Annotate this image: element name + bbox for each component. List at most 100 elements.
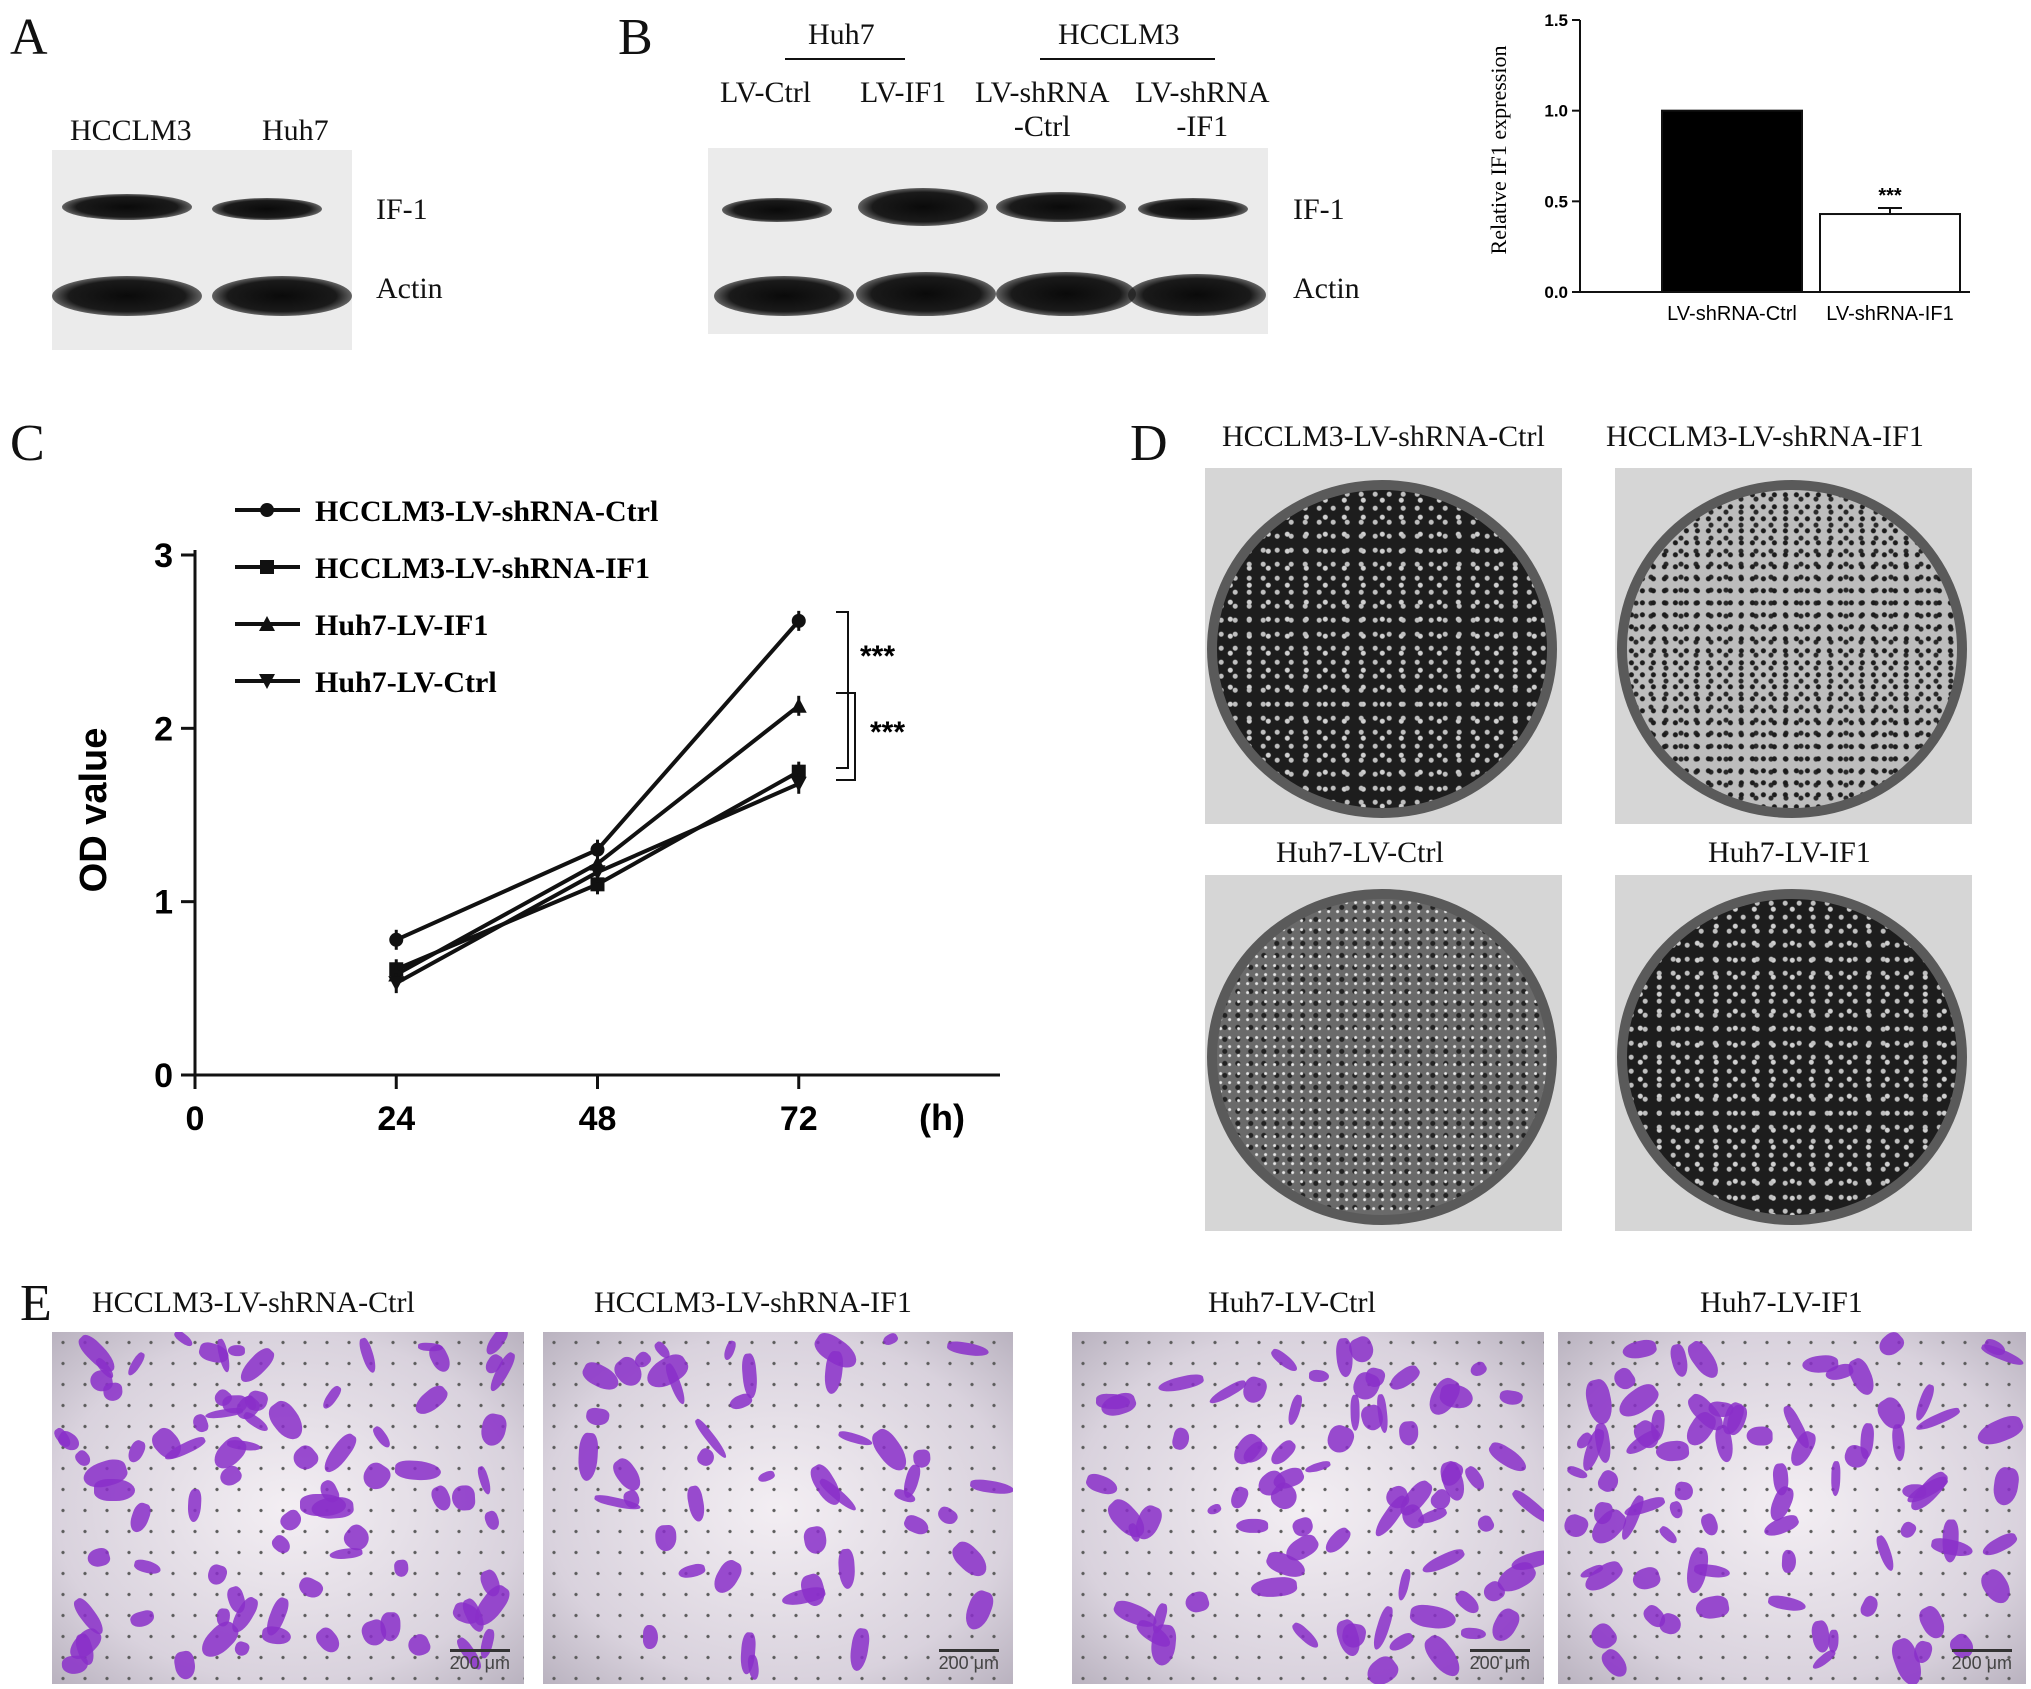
panel-a-row-label: Actin	[376, 272, 443, 305]
bar-chart-ytick-label: 1.0	[1544, 102, 1568, 121]
stained-cell	[1657, 1523, 1680, 1546]
stained-cell	[1249, 1575, 1298, 1600]
stained-cell	[1844, 1355, 1879, 1398]
scale-bar: 200 μm	[938, 1649, 1000, 1673]
stained-cell	[837, 1429, 874, 1448]
stained-cell	[1267, 1436, 1299, 1469]
panel-d-dish-label: Huh7-LV-IF1	[1708, 836, 1871, 869]
blot-band	[212, 198, 322, 220]
panel-b-western-blot	[708, 148, 1268, 334]
stained-cell	[126, 1500, 153, 1535]
colony-dish-image	[1615, 468, 1972, 824]
stained-cell	[1395, 1568, 1412, 1602]
data-point	[590, 842, 605, 857]
stained-cell	[410, 1381, 451, 1420]
stained-cell	[935, 1504, 960, 1529]
significance-bracket	[836, 611, 849, 769]
stained-cell	[404, 1631, 433, 1660]
stained-cell	[1891, 1424, 1907, 1463]
stained-cell	[228, 1345, 246, 1357]
panel-c-letter: C	[10, 415, 45, 472]
panel-d-letter: D	[1130, 415, 1168, 472]
significance-bracket	[836, 692, 856, 781]
stained-cell	[1698, 1511, 1721, 1538]
stained-cell	[1408, 1602, 1458, 1631]
stained-cell	[1228, 1484, 1251, 1511]
panel-b-lane-label: LV-shRNA -Ctrl	[975, 76, 1110, 143]
stained-cell	[1668, 1499, 1685, 1520]
group-underline	[785, 58, 905, 60]
stained-cell	[1693, 1593, 1731, 1622]
stained-cell	[125, 1350, 147, 1378]
panel-d-dish-label: Huh7-LV-Ctrl	[1276, 836, 1444, 869]
panel-b-bar-chart: Relative IF1 expression 0.0 0.5 1.0 1.5 LV-…	[1486, 11, 1970, 325]
stained-cell	[1598, 1645, 1632, 1681]
legend-label: HCCLM3-LV-shRNA-IF1	[315, 552, 650, 585]
transwell-micrograph: 200 μm	[1558, 1332, 2026, 1684]
stained-cell	[1269, 1346, 1301, 1374]
stained-cell	[1830, 1461, 1841, 1497]
line-chart-ytick-label: 0	[154, 1057, 173, 1095]
stained-cell	[476, 1465, 493, 1496]
significance-label: ***	[860, 640, 895, 673]
bar-chart-ytick-label: 0.5	[1544, 192, 1568, 211]
stained-cell	[428, 1483, 454, 1514]
data-point	[389, 932, 404, 947]
stained-cell	[1990, 1465, 2021, 1507]
legend-label: Huh7-LV-Ctrl	[315, 666, 497, 699]
stained-cell	[1630, 1564, 1663, 1594]
stained-cell	[1362, 1651, 1402, 1684]
panel-a-lane-label: HCCLM3	[70, 114, 192, 147]
stained-cell	[1582, 1377, 1616, 1427]
bar-chart-ytick-label: 0.0	[1544, 283, 1568, 302]
stained-cell	[358, 1459, 394, 1496]
stained-cell	[1916, 1602, 1950, 1642]
stained-cell	[357, 1336, 379, 1374]
bar-chart-ytick-label: 1.5	[1544, 11, 1568, 30]
panel-e-image-label: HCCLM3-LV-shRNA-Ctrl	[92, 1286, 415, 1319]
stained-cell	[676, 1561, 707, 1581]
stained-cell	[1561, 1511, 1591, 1541]
panel-b-row-label: Actin	[1293, 272, 1360, 305]
stained-cell	[1386, 1361, 1423, 1395]
colony-dish-image	[1205, 468, 1562, 824]
stained-cell	[320, 1384, 344, 1412]
culture-dish	[1617, 480, 1967, 818]
stained-cell	[1386, 1630, 1416, 1655]
stained-cell	[1285, 1393, 1304, 1427]
blot-band	[722, 198, 832, 222]
stained-cell	[269, 1532, 294, 1557]
blot-band	[856, 272, 996, 316]
group-underline	[1040, 58, 1215, 60]
stained-cell	[86, 1546, 112, 1570]
stained-cell	[961, 1587, 997, 1634]
data-point	[791, 613, 806, 628]
stained-cell	[479, 1411, 509, 1448]
panel-a-lane-label: Huh7	[262, 114, 329, 147]
panel-a-letter: A	[10, 9, 48, 66]
stained-cell	[1487, 1605, 1523, 1646]
stained-cell	[186, 1488, 202, 1523]
legend-label: HCCLM3-LV-shRNA-Ctrl	[315, 495, 658, 528]
stained-cell	[1786, 1428, 1820, 1470]
panel-b-group-label: HCCLM3	[1058, 18, 1180, 51]
stained-cell	[901, 1463, 923, 1500]
blot-band	[996, 272, 1136, 316]
stained-cell	[685, 1484, 707, 1523]
stained-cell	[242, 1410, 271, 1435]
stained-cell	[277, 1507, 306, 1535]
panel-a-western-blot	[52, 150, 352, 350]
stained-cell	[380, 1612, 402, 1643]
stained-cell	[394, 1459, 442, 1481]
scale-bar: 200 μm	[449, 1649, 511, 1673]
stained-cell	[451, 1484, 476, 1512]
legend-marker	[259, 674, 275, 689]
stained-cell	[1673, 1480, 1694, 1501]
stained-cell	[296, 1574, 326, 1602]
stained-cell	[1170, 1426, 1192, 1452]
stained-cell	[802, 1524, 829, 1555]
data-point	[790, 697, 807, 713]
scale-bar: 200 μm	[1469, 1649, 1531, 1673]
stained-cell	[1683, 1337, 1725, 1383]
stained-cell	[1485, 1438, 1531, 1476]
